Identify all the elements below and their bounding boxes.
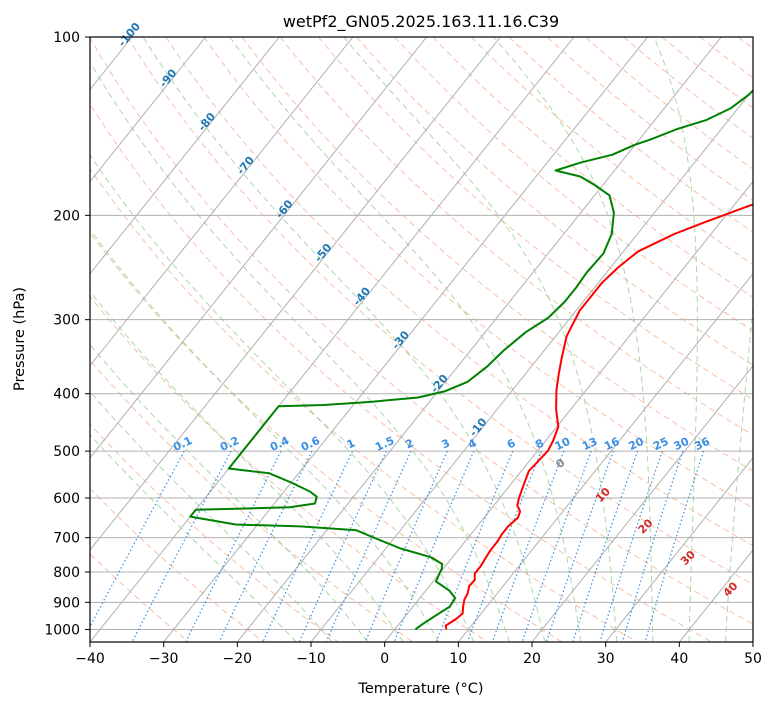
x-tick-label: 50 — [744, 651, 762, 667]
y-tick-label: 900 — [53, 595, 80, 611]
chart-title: wetPf2_GN05.2025.163.11.16.C39 — [283, 12, 559, 32]
y-tick-label: 700 — [53, 531, 80, 547]
x-tick-label: −20 — [223, 651, 253, 667]
x-tick-label: 10 — [449, 651, 467, 667]
x-tick-label: 40 — [670, 651, 688, 667]
y-tick-label: 1000 — [44, 622, 80, 638]
y-tick-label: 100 — [53, 30, 80, 46]
y-tick-label: 800 — [53, 565, 80, 581]
y-axis-title: Pressure (hPa) — [12, 287, 28, 391]
x-tick-label: −40 — [75, 651, 105, 667]
x-tick-label: 20 — [523, 651, 541, 667]
y-tick-label: 400 — [53, 387, 80, 403]
x-tick-label: 0 — [380, 651, 389, 667]
y-tick-label: 300 — [53, 313, 80, 329]
x-tick-label: 30 — [597, 651, 615, 667]
x-tick-label: −30 — [149, 651, 179, 667]
y-tick-label: 600 — [53, 491, 80, 507]
y-tick-label: 500 — [53, 444, 80, 460]
y-tick-label: 200 — [53, 208, 80, 224]
x-axis-title: Temperature (°C) — [357, 681, 483, 697]
x-tick-label: −10 — [296, 651, 326, 667]
